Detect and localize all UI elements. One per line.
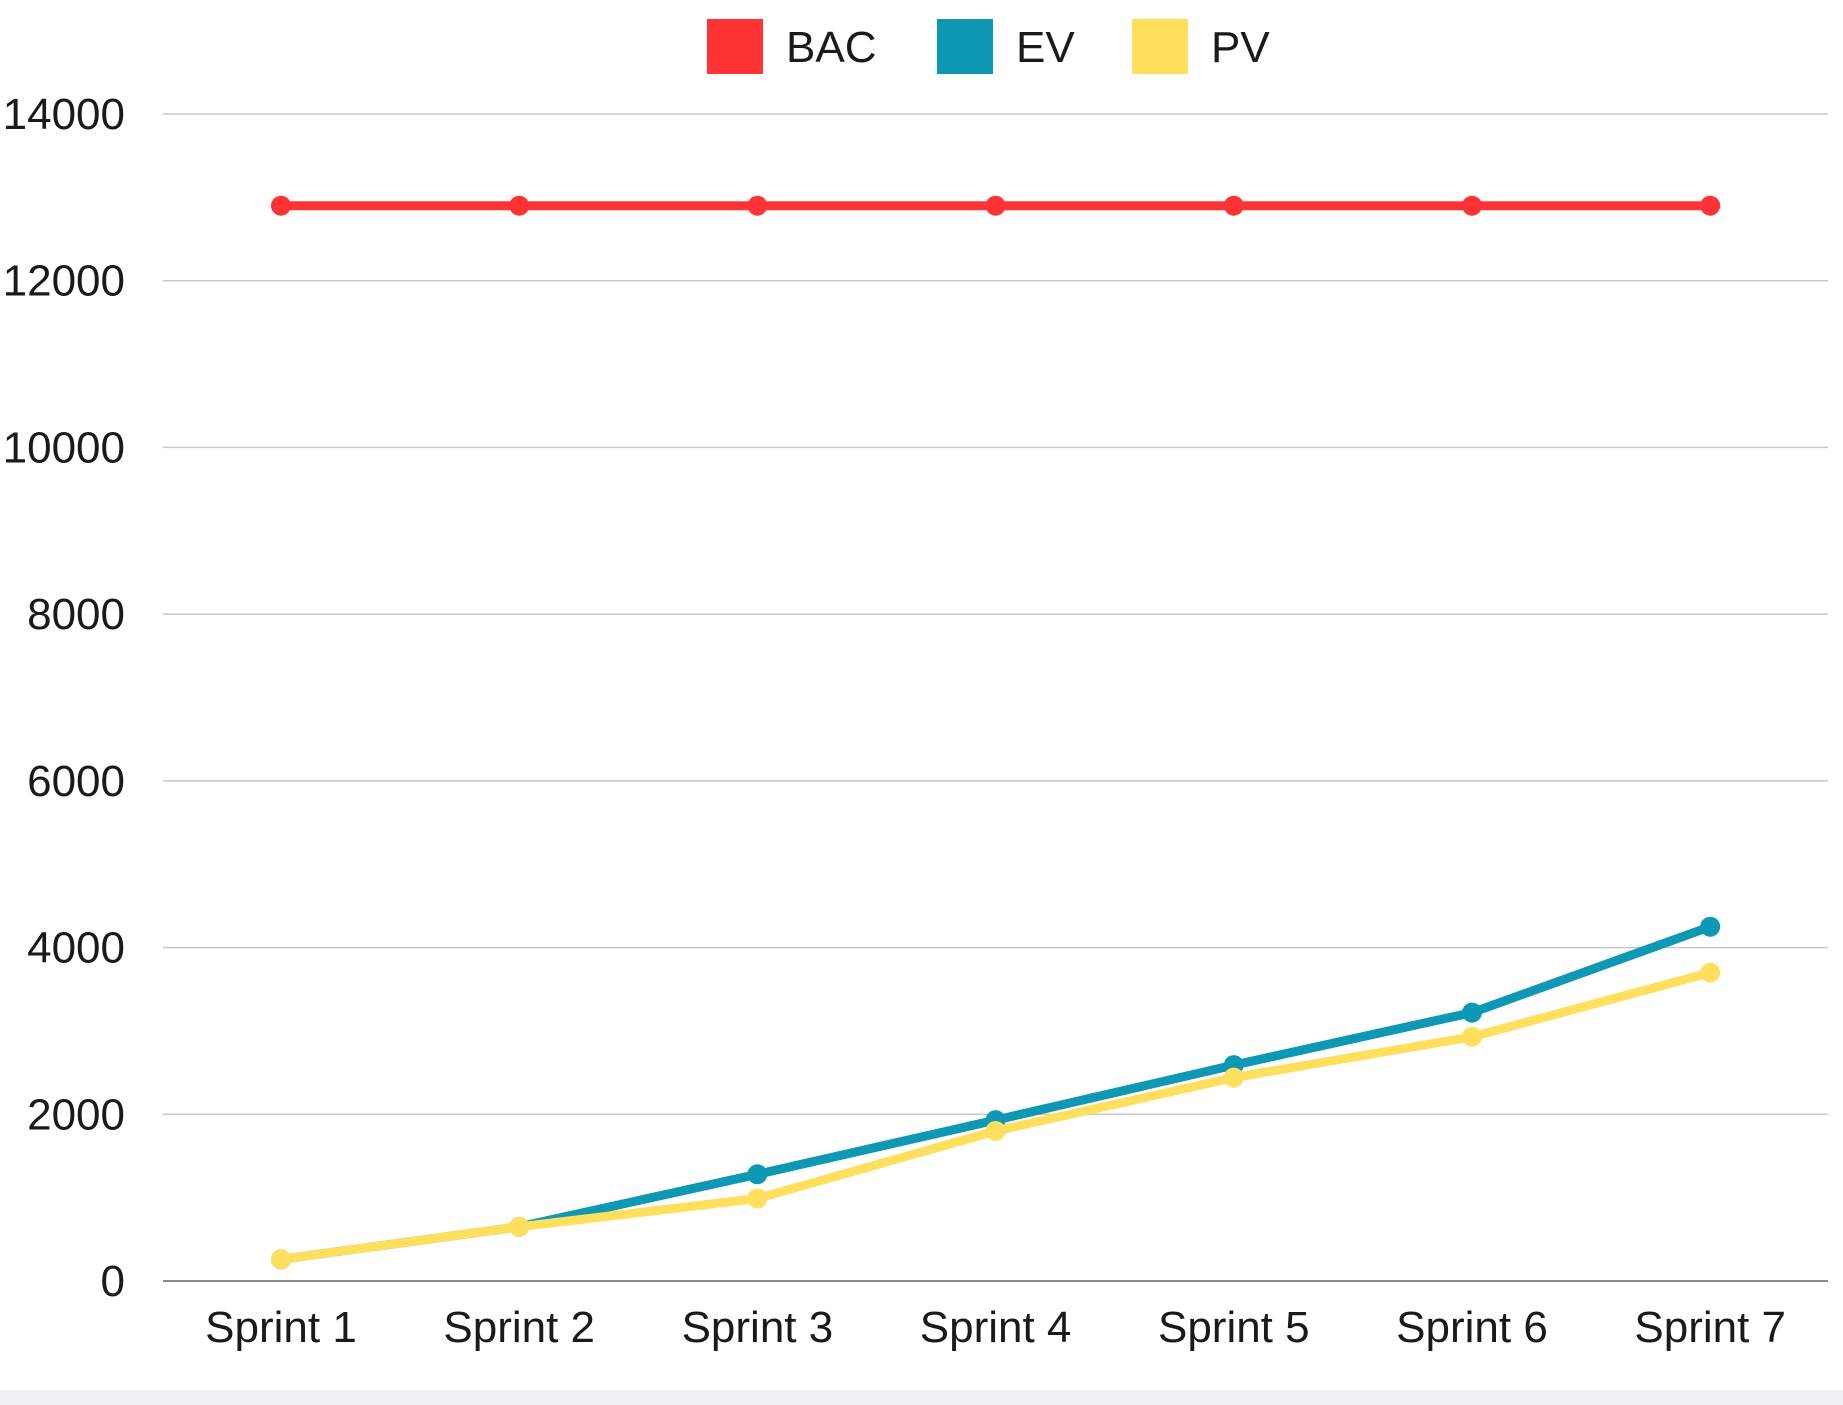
- legend-swatch: [937, 19, 993, 74]
- chart-series: [271, 195, 1721, 1270]
- legend-swatch: [707, 19, 763, 74]
- x-tick-label: Sprint 5: [1158, 1303, 1310, 1352]
- data-point-pv: [747, 1188, 768, 1209]
- y-axis-ticks: 0 2000 4000 6000 8000 10000 12000 14000: [3, 90, 125, 1306]
- chart-gridlines: [163, 113, 1828, 1282]
- x-tick-label: Sprint 4: [920, 1303, 1072, 1352]
- chart-legend: BAC EV PV: [707, 19, 1270, 74]
- y-tick-label: 14000: [3, 90, 125, 139]
- data-point-pv: [1223, 1067, 1244, 1088]
- bottom-band: [0, 1390, 1843, 1405]
- series-line-ev: [276, 922, 1715, 1264]
- x-tick-label: Sprint 7: [1634, 1303, 1786, 1352]
- legend-item-bac: BAC: [707, 19, 876, 74]
- y-tick-label: 12000: [3, 257, 125, 306]
- data-point-ev: [1700, 916, 1721, 937]
- y-tick-label: 6000: [27, 757, 125, 806]
- data-point-pv: [985, 1120, 1006, 1141]
- x-tick-label: Sprint 6: [1396, 1303, 1548, 1352]
- x-axis-ticks: Sprint 1 Sprint 2 Sprint 3 Sprint 4 Sprint 5…: [205, 1303, 1786, 1352]
- data-point-pv: [509, 1216, 530, 1237]
- legend-item-pv: PV: [1132, 19, 1270, 74]
- series-ev: [271, 916, 1721, 1270]
- x-tick-label: Sprint 1: [205, 1303, 357, 1352]
- legend-label: EV: [1016, 23, 1075, 72]
- data-point-bac: [747, 195, 768, 216]
- y-tick-label: 0: [101, 1257, 125, 1306]
- data-point-bac: [1462, 195, 1482, 216]
- data-point-bac: [1223, 195, 1244, 216]
- legend-label: BAC: [786, 23, 876, 72]
- data-point-bac: [985, 195, 1006, 216]
- data-point-bac: [271, 195, 291, 216]
- series-bac: [271, 195, 1721, 216]
- series-pv: [271, 962, 1721, 1270]
- y-tick-label: 10000: [3, 423, 125, 472]
- y-tick-label: 2000: [27, 1090, 125, 1139]
- y-tick-label: 8000: [27, 590, 125, 639]
- legend-swatch: [1132, 19, 1188, 74]
- data-point-pv: [1462, 1026, 1482, 1047]
- y-tick-label: 4000: [27, 924, 125, 973]
- x-tick-label: Sprint 3: [682, 1303, 834, 1352]
- data-point-pv: [271, 1249, 291, 1270]
- legend-label: PV: [1211, 23, 1270, 72]
- data-point-ev: [1462, 1002, 1482, 1023]
- data-point-ev: [747, 1164, 768, 1185]
- x-tick-label: Sprint 2: [443, 1303, 595, 1352]
- data-point-bac: [509, 195, 530, 216]
- data-point-bac: [1700, 195, 1721, 216]
- data-point-pv: [1700, 962, 1721, 983]
- legend-item-ev: EV: [937, 19, 1075, 74]
